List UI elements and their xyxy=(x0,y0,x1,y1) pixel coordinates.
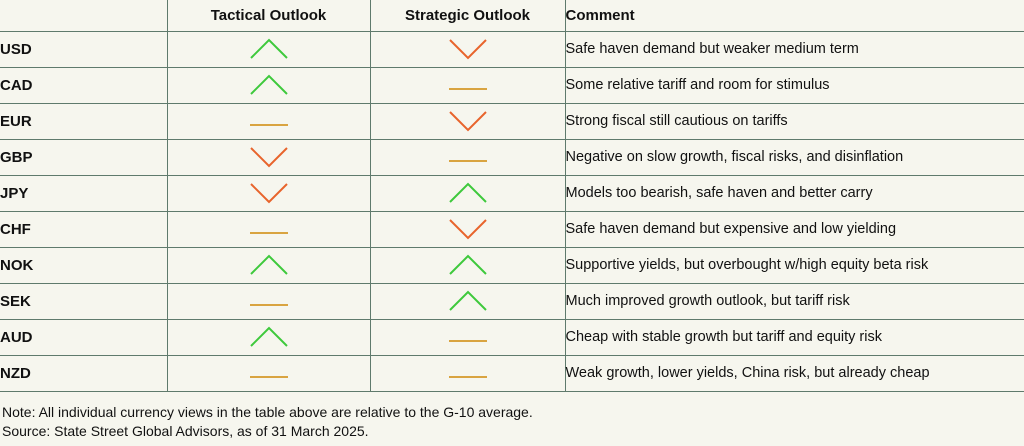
currency-code: NZD xyxy=(0,355,167,392)
tactical-outlook-cell xyxy=(166,175,370,212)
currency-code: SEK xyxy=(0,283,167,320)
table-row: NZD Weak growth, lower yields, China risk… xyxy=(0,355,1024,392)
comment-text: Cheap with stable growth but tariff and … xyxy=(564,319,1024,356)
up-chevron-icon xyxy=(249,74,288,95)
up-chevron-icon xyxy=(249,326,288,347)
up-chevron-icon xyxy=(448,290,487,311)
comment-text: Weak growth, lower yields, China risk, b… xyxy=(564,355,1024,392)
neutral-dash-icon xyxy=(448,376,487,378)
tactical-outlook-cell xyxy=(166,283,370,320)
note-text: Note: All individual currency views in t… xyxy=(2,404,533,420)
source-text: Source: State Street Global Advisors, as… xyxy=(2,423,369,439)
strategic-outlook-cell xyxy=(369,67,565,104)
table-row: NOK Supportive yields, but overbought w/h… xyxy=(0,247,1024,284)
tactical-outlook-cell xyxy=(166,139,370,176)
tactical-outlook-cell xyxy=(166,103,370,140)
up-chevron-icon xyxy=(448,254,487,275)
table-row: GBP Negative on slow growth, fiscal risks… xyxy=(0,139,1024,176)
tactical-outlook-cell xyxy=(166,31,370,68)
table-row: CHF Safe haven demand but expensive and l… xyxy=(0,211,1024,248)
up-chevron-icon xyxy=(448,182,487,203)
comment-text: Much improved growth outlook, but tariff… xyxy=(564,283,1024,320)
neutral-dash-icon xyxy=(249,304,288,306)
currency-code: USD xyxy=(0,31,167,68)
comment-text: Strong fiscal still cautious on tariffs xyxy=(564,103,1024,140)
up-chevron-icon xyxy=(249,38,288,59)
strategic-outlook-cell xyxy=(369,247,565,284)
comment-text: Safe haven demand but weaker medium term xyxy=(564,31,1024,68)
table-notes: Note: All individual currency views in t… xyxy=(2,403,533,441)
comment-text: Negative on slow growth, fiscal risks, a… xyxy=(564,139,1024,176)
tactical-outlook-cell xyxy=(166,355,370,392)
down-chevron-icon xyxy=(448,219,487,240)
currency-code: CAD xyxy=(0,67,167,104)
header-strategic-outlook: Strategic Outlook xyxy=(369,0,565,32)
header-comment: Comment xyxy=(564,0,1024,32)
tactical-outlook-cell xyxy=(166,67,370,104)
currency-code: GBP xyxy=(0,139,167,176)
header-currency xyxy=(0,0,167,32)
neutral-dash-icon xyxy=(249,232,288,234)
neutral-dash-icon xyxy=(249,124,288,126)
neutral-dash-icon xyxy=(448,340,487,342)
up-chevron-icon xyxy=(249,254,288,275)
neutral-dash-icon xyxy=(249,376,288,378)
strategic-outlook-cell xyxy=(369,283,565,320)
down-chevron-icon xyxy=(448,111,487,132)
down-chevron-icon xyxy=(448,39,487,60)
tactical-outlook-cell xyxy=(166,211,370,248)
table-row: SEK Much improved growth outlook, but tar… xyxy=(0,283,1024,320)
table-row: JPY Models too bearish, safe haven and be… xyxy=(0,175,1024,212)
comment-text: Models too bearish, safe haven and bette… xyxy=(564,175,1024,212)
currency-code: CHF xyxy=(0,211,167,248)
comment-text: Some relative tariff and room for stimul… xyxy=(564,67,1024,104)
header-tactical-outlook: Tactical Outlook xyxy=(166,0,370,32)
strategic-outlook-cell xyxy=(369,211,565,248)
tactical-outlook-cell xyxy=(166,247,370,284)
tactical-outlook-cell xyxy=(166,319,370,356)
strategic-outlook-cell xyxy=(369,103,565,140)
down-chevron-icon xyxy=(249,183,288,204)
comment-text: Supportive yields, but overbought w/high… xyxy=(564,247,1024,284)
strategic-outlook-cell xyxy=(369,175,565,212)
currency-code: NOK xyxy=(0,247,167,284)
currency-code: AUD xyxy=(0,319,167,356)
down-chevron-icon xyxy=(249,147,288,168)
strategic-outlook-cell xyxy=(369,355,565,392)
table-row: USD Safe haven demand but weaker medium t… xyxy=(0,31,1024,68)
strategic-outlook-cell xyxy=(369,319,565,356)
table-header-row: Tactical Outlook Strategic Outlook Comme… xyxy=(0,0,1024,32)
strategic-outlook-cell xyxy=(369,31,565,68)
currency-outlook-table: Tactical Outlook Strategic Outlook Comme… xyxy=(0,0,1024,392)
table-row: CAD Some relative tariff and room for sti… xyxy=(0,67,1024,104)
table-row: EUR Strong fiscal still cautious on tarif… xyxy=(0,103,1024,140)
neutral-dash-icon xyxy=(448,88,487,90)
table-row: AUD Cheap with stable growth but tariff a… xyxy=(0,319,1024,356)
comment-text: Safe haven demand but expensive and low … xyxy=(564,211,1024,248)
neutral-dash-icon xyxy=(448,160,487,162)
currency-code: JPY xyxy=(0,175,167,212)
strategic-outlook-cell xyxy=(369,139,565,176)
table-body: USD Safe haven demand but weaker medium t… xyxy=(0,31,1024,392)
currency-code: EUR xyxy=(0,103,167,140)
